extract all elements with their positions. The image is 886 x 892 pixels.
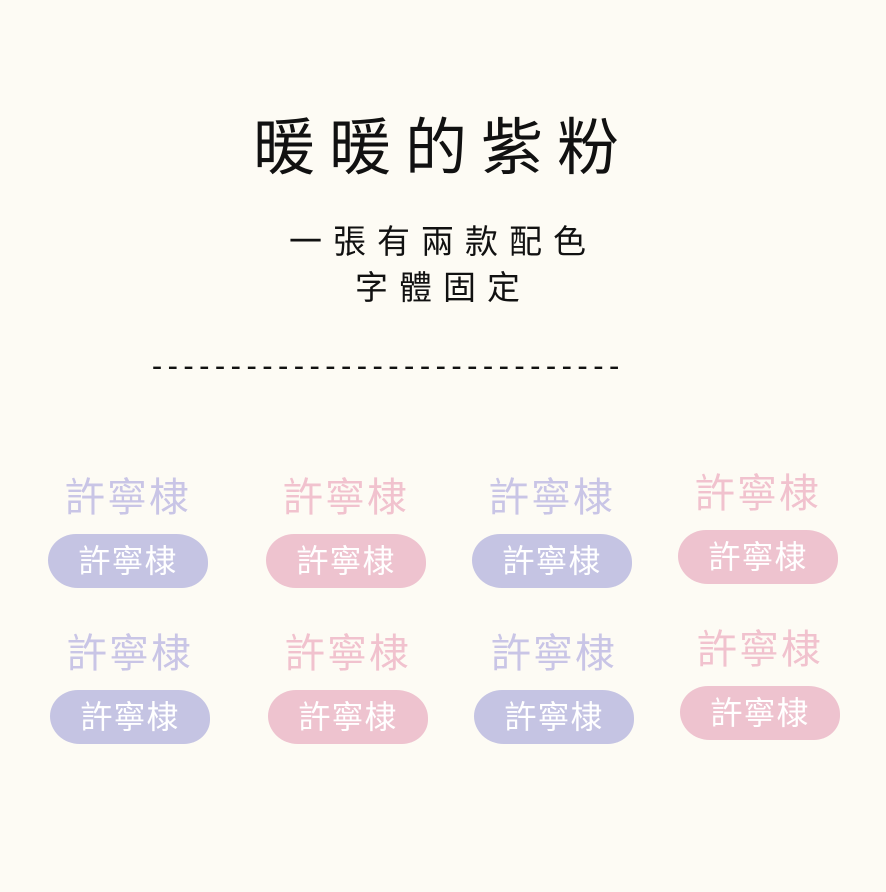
pill-name-text: 許寧棣 <box>708 538 808 576</box>
name-sample-6: 許寧棣 許寧棣 <box>268 628 428 744</box>
name-sample-4: 許寧棣 許寧棣 <box>678 468 838 584</box>
name-pill: 許寧棣 <box>474 690 634 744</box>
sample-name-text: 許寧棣 <box>489 475 615 521</box>
sample-name-text: 許寧棣 <box>65 475 191 521</box>
name-pill: 許寧棣 <box>48 534 208 588</box>
sample-name-text: 許寧棣 <box>695 471 821 517</box>
name-sample-3: 許寧棣 許寧棣 <box>472 472 632 588</box>
pill-name-text: 許寧棣 <box>78 542 178 580</box>
name-pill: 許寧棣 <box>50 690 210 744</box>
pill-name-text: 許寧棣 <box>710 694 810 732</box>
sample-name-text: 許寧棣 <box>697 627 823 673</box>
sample-name-text: 許寧棣 <box>283 475 409 521</box>
name-pill: 許寧棣 <box>268 690 428 744</box>
sample-name-text: 許寧棣 <box>67 631 193 677</box>
name-sample-2: 許寧棣 許寧棣 <box>266 472 426 588</box>
dashed-divider: ------------------------------ <box>148 350 623 384</box>
name-pill: 許寧棣 <box>266 534 426 588</box>
name-sample-7: 許寧棣 許寧棣 <box>474 628 634 744</box>
subtitle-line-1: 一張有兩款配色 <box>289 222 597 261</box>
subtitle-line-2: 字體固定 <box>355 268 531 307</box>
pill-name-text: 許寧棣 <box>504 698 604 736</box>
sample-name-text: 許寧棣 <box>285 631 411 677</box>
name-sample-5: 許寧棣 許寧棣 <box>50 628 210 744</box>
pill-name-text: 許寧棣 <box>502 542 602 580</box>
name-pill: 許寧棣 <box>472 534 632 588</box>
name-sample-8: 許寧棣 許寧棣 <box>680 624 840 740</box>
name-pill: 許寧棣 <box>678 530 838 584</box>
pill-name-text: 許寧棣 <box>80 698 180 736</box>
name-sample-1: 許寧棣 許寧棣 <box>48 472 208 588</box>
sample-name-text: 許寧棣 <box>491 631 617 677</box>
pill-name-text: 許寧棣 <box>298 698 398 736</box>
page-title: 暖暖的紫粉 <box>252 111 633 184</box>
name-pill: 許寧棣 <box>680 686 840 740</box>
pill-name-text: 許寧棣 <box>296 542 396 580</box>
